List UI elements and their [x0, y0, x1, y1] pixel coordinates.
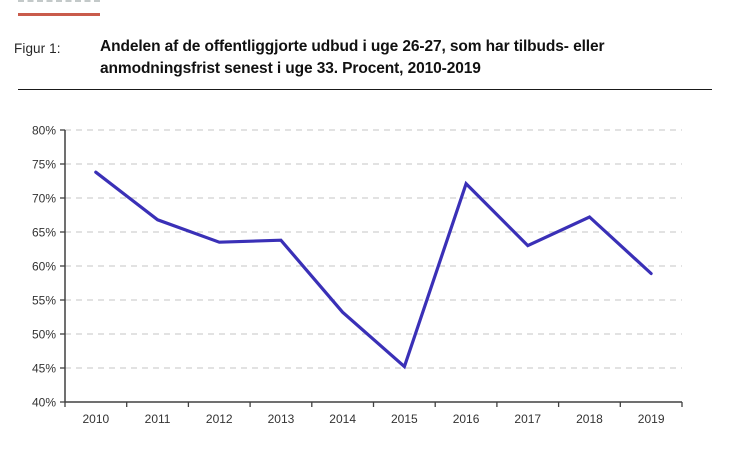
x-tick-label: 2011: [145, 412, 171, 426]
y-tick-label: 55%: [32, 294, 56, 308]
line-chart: 40% 45% 50% 55% 60% 65% 70% 75% 80% 2010 2011 2012 2…: [0, 95, 730, 455]
y-tick-label: 50%: [32, 328, 56, 342]
x-tick-label: 2019: [638, 412, 665, 426]
chart-canvas: 40% 45% 50% 55% 60% 65% 70% 75% 80% 2010 2011 2012 2…: [32, 124, 683, 426]
x-tick-label: 2010: [82, 412, 109, 426]
y-tick-label: 65%: [32, 226, 56, 240]
x-tick-label: 2016: [453, 412, 480, 426]
y-tick-label: 40%: [32, 396, 56, 410]
x-tick-label: 2013: [268, 412, 295, 426]
y-tick-label: 70%: [32, 192, 56, 206]
x-tick-label: 2014: [329, 412, 356, 426]
figure-header: Figur 1: Andelen af de offentliggjorte u…: [14, 36, 716, 80]
y-tick-label: 60%: [32, 260, 56, 274]
red-accent-line: [18, 13, 100, 16]
figure-title: Andelen af de offentliggjorte udbud i ug…: [100, 38, 605, 77]
y-tick-label: 80%: [32, 124, 56, 138]
y-tick-label: 45%: [32, 362, 56, 376]
x-tick-label: 2012: [206, 412, 233, 426]
x-tick-label: 2018: [576, 412, 603, 426]
top-cropped-dashed-line: [18, 0, 100, 2]
x-tick-label: 2015: [391, 412, 418, 426]
y-tick-label: 75%: [32, 158, 56, 172]
header-divider: [18, 89, 712, 90]
data-series-line: [94, 170, 653, 370]
x-tick-label: 2017: [514, 412, 541, 426]
figure-label: Figur 1:: [14, 41, 61, 56]
